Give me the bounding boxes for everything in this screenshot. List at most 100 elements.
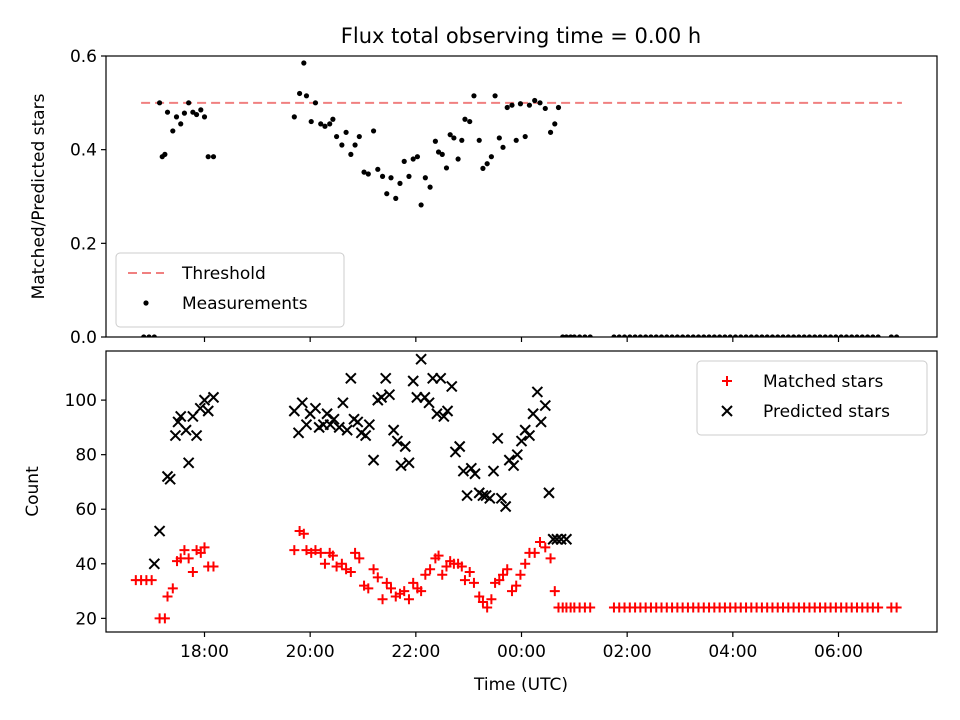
- data-point: [492, 93, 498, 99]
- data-point: [182, 457, 195, 469]
- data-point: [790, 334, 797, 337]
- data-point: [381, 577, 392, 588]
- data-point: [843, 334, 850, 337]
- data-point: [471, 93, 477, 99]
- data-point: [817, 334, 823, 337]
- data-point: [492, 432, 504, 445]
- data-point: [637, 334, 643, 337]
- data-point: [875, 334, 881, 337]
- panels-layer: 0.0 0.2 0.4 0.6 Matched/Predicted stars Thres…: [23, 47, 938, 662]
- data-point: [416, 586, 427, 597]
- data-point: [387, 424, 400, 436]
- data-point: [291, 114, 297, 120]
- data-point: [780, 334, 786, 337]
- data-point: [547, 129, 554, 135]
- data-point: [190, 429, 203, 442]
- data-point: [391, 435, 404, 447]
- data-point: [322, 123, 328, 129]
- data-point: [363, 583, 374, 594]
- data-point: [178, 121, 184, 127]
- data-point: [367, 454, 380, 466]
- y-axis-label-counts: Count: [23, 466, 43, 517]
- data-point: [437, 569, 448, 580]
- data-point: [309, 402, 322, 414]
- data-point: [563, 334, 570, 337]
- data-point: [738, 334, 744, 337]
- data-point: [542, 105, 548, 112]
- series-predicted-stars: [148, 353, 573, 570]
- data-point: [511, 580, 522, 591]
- data-point: [560, 533, 573, 545]
- data-point: [296, 397, 308, 409]
- data-point: [504, 104, 510, 111]
- data-point: [345, 566, 356, 577]
- data-point: [443, 165, 450, 171]
- data-point: [870, 334, 876, 337]
- data-point: [476, 137, 482, 143]
- panel-counts: 20 40 60 80 100 18:00 20:00 22:00 00:00 02:00 04:0…: [23, 350, 938, 662]
- data-point: [477, 596, 488, 607]
- legend-counts: Matched stars Predicted stars: [696, 360, 928, 436]
- data-point: [300, 418, 313, 431]
- data-point: [148, 558, 161, 570]
- data-point: [648, 334, 654, 337]
- data-point: [406, 173, 412, 179]
- data-point: [864, 334, 871, 337]
- x-axis-label: Time (UTC): [473, 675, 568, 695]
- y-tick-label-ratio: 0.6: [70, 47, 97, 67]
- data-point: [368, 564, 379, 575]
- data-point: [500, 144, 506, 150]
- legend-frame: [115, 252, 345, 328]
- data-point: [711, 334, 717, 337]
- data-point: [487, 465, 500, 477]
- data-point: [153, 525, 166, 537]
- data-point: [324, 418, 336, 431]
- data-point: [327, 550, 338, 561]
- data-point: [297, 90, 303, 97]
- data-point: [515, 569, 526, 580]
- data-point: [439, 151, 445, 157]
- data-point: [891, 602, 902, 613]
- data-point: [403, 457, 415, 469]
- data-point: [801, 334, 807, 337]
- data-point: [796, 334, 802, 337]
- data-point: [407, 375, 419, 387]
- data-point: [310, 545, 321, 556]
- data-point: [643, 334, 649, 337]
- data-point: [446, 380, 458, 393]
- data-point: [159, 613, 170, 624]
- data-point: [395, 459, 407, 472]
- data-point: [431, 408, 443, 420]
- legend-label: Matched stars: [763, 372, 883, 392]
- data-point: [363, 418, 376, 431]
- data-point: [410, 156, 416, 162]
- data-point: [494, 575, 505, 586]
- x-tick-label: 04:00: [708, 642, 757, 662]
- data-point: [513, 137, 519, 143]
- data-point: [585, 602, 596, 613]
- data-point: [854, 334, 860, 337]
- data-point: [201, 114, 208, 120]
- data-point: [462, 116, 468, 122]
- data-point: [859, 334, 865, 337]
- data-point: [418, 202, 424, 208]
- data-point: [354, 553, 365, 564]
- data-point: [507, 459, 520, 472]
- data-point: [399, 586, 410, 597]
- data-point: [529, 547, 540, 558]
- data-point: [433, 550, 444, 561]
- data-point: [186, 100, 192, 106]
- data-point: [301, 60, 307, 66]
- data-point: [577, 334, 583, 337]
- data-point: [515, 435, 528, 447]
- data-point: [198, 107, 204, 113]
- data-point: [511, 448, 523, 461]
- data-point: [509, 102, 515, 108]
- data-point: [379, 173, 386, 179]
- data-point: [517, 101, 524, 107]
- data-point: [195, 547, 206, 558]
- series-layer-ratio: [141, 60, 902, 337]
- data-point: [187, 566, 198, 577]
- data-point: [531, 386, 544, 398]
- data-point: [427, 184, 433, 190]
